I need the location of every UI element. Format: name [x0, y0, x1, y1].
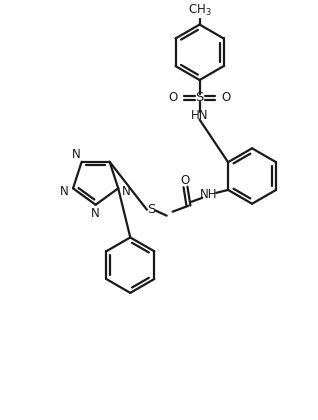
Text: NH: NH	[199, 188, 217, 201]
Text: O: O	[222, 91, 231, 104]
Text: O: O	[168, 91, 177, 104]
Text: HN: HN	[191, 109, 208, 122]
Text: N: N	[91, 207, 100, 220]
Text: S: S	[147, 203, 155, 216]
Text: N: N	[60, 184, 69, 197]
Text: S: S	[195, 91, 204, 104]
Text: CH$_3$: CH$_3$	[188, 3, 211, 18]
Text: N: N	[122, 184, 131, 197]
Text: O: O	[181, 174, 190, 187]
Text: N: N	[72, 148, 81, 161]
